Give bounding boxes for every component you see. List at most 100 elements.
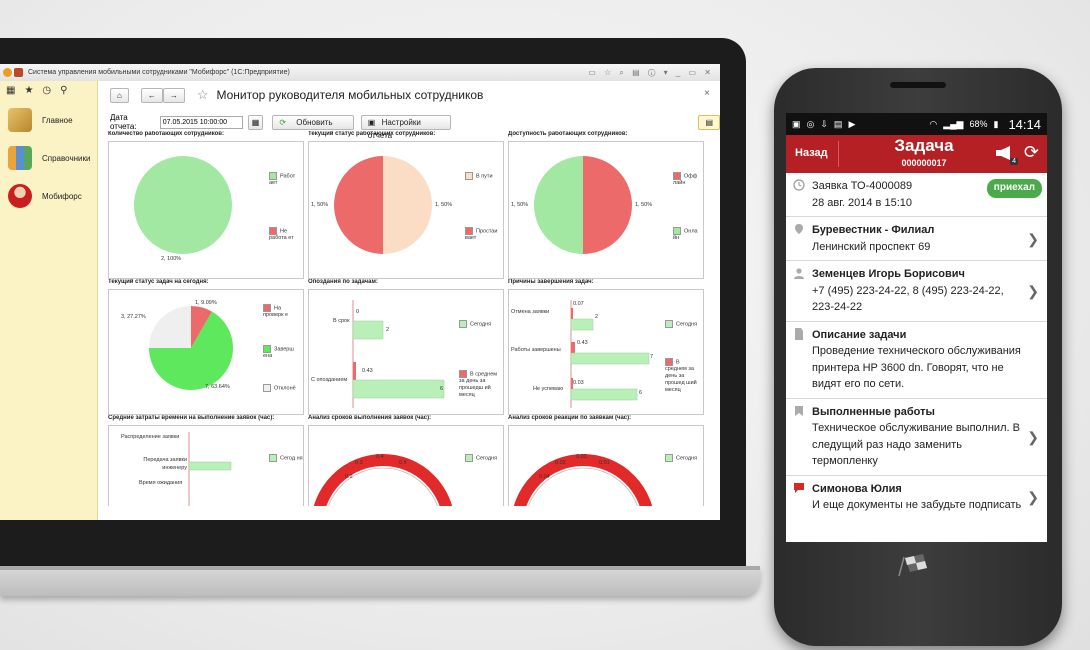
play-icon: ▶ [848, 118, 856, 129]
comment-row[interactable]: Симонова Юлия И еще документы не забудьт… [786, 476, 1047, 519]
pie-slice [583, 156, 632, 254]
pie-slice [134, 156, 232, 254]
gauge-tick: 0.01 [599, 460, 610, 466]
bar [571, 308, 573, 319]
sidebar: ▦ ★ ◷ ⚲ Главное Справочники Мобифорс [0, 81, 98, 520]
contact-row[interactable]: Земенцев Игорь Борисович +7 (495) 223-24… [786, 261, 1047, 322]
pie-label: 1, 50% [435, 202, 453, 208]
status-bar: ▣ ◎ ⇩ ▤ ▶ ◠ ▂▄▆ 68% ▮ 14:14 [786, 113, 1047, 135]
sidebar-item-main[interactable]: Главное [0, 101, 97, 139]
calendar-button[interactable]: ▦ [247, 114, 264, 130]
panel-chart: 0.02 0.03 0.01 0.04 Сегодня [508, 425, 704, 506]
battery-level: 68% [969, 119, 988, 129]
completed-work-row[interactable]: Выполненные работы Техническое обслужива… [786, 399, 1047, 476]
category-label: В срок [333, 318, 350, 324]
pie-chart [334, 156, 432, 254]
panel-employee-count: Количество работающих сотрудников: 2, 10… [108, 131, 304, 279]
panel-chart: 0.3 0.4 0.5 0.2 Сегодня [308, 425, 504, 506]
bar [571, 342, 575, 353]
pie-label: 2, 100% [161, 256, 182, 262]
panel-title: Опоздания по задачам: [308, 279, 378, 285]
panel-title: Анализ сроков выполнения заявок (час): [308, 415, 432, 421]
report-date-input[interactable]: 07.05.2015 10:00:00 [159, 115, 243, 129]
home-button[interactable]: ⌂ [110, 87, 129, 103]
row-value: Техническое обслуживание выполнил. В сле… [812, 422, 1020, 467]
gauge-tick: 0.03 [576, 454, 587, 460]
forward-button[interactable]: → [162, 87, 185, 103]
legend-item: Сегодня [665, 320, 697, 328]
search-icon[interactable]: ⚲ [60, 85, 68, 96]
screen-title: Задача [894, 136, 954, 155]
category-label: Отмена заявки [511, 309, 550, 315]
app-logo-icon [14, 68, 23, 77]
sidebar-toolbar: ▦ ★ ◷ ⚲ [0, 81, 97, 101]
1c-logo-icon [3, 68, 12, 77]
pie-slice [334, 156, 383, 254]
gauge-tick: 0.04 [539, 474, 550, 480]
legend-item: Отклонё [263, 384, 296, 392]
panel-title: Причины завершения задач: [508, 279, 594, 285]
gauge-arc [513, 454, 653, 506]
legend-item: Сегодня [459, 320, 491, 328]
history-icon[interactable]: ◷ [42, 85, 52, 96]
back-button[interactable]: ← [140, 87, 163, 103]
sidebar-item-mobiforce[interactable]: Мобифорс [0, 177, 97, 215]
panel-chart: 0 В срок 2 0.43 С опозданием 6 Сегодня В… [308, 289, 504, 415]
megaphone-icon[interactable] [995, 145, 1013, 161]
settings-icon: ▣ [367, 117, 376, 127]
status-badge: приехал [986, 179, 1042, 198]
favorite-star-icon[interactable]: ☆ [196, 87, 209, 102]
legend-item: Простаи вает [465, 227, 498, 242]
gallery-icon: ▣ [792, 118, 801, 129]
panel-title: Текущий статус работающих сотрудников: [308, 131, 436, 137]
grid-menu-icon[interactable]: ▦ [6, 85, 16, 96]
favorites-icon[interactable]: ★ [24, 85, 34, 96]
back-button[interactable]: Назад [795, 147, 828, 159]
signal-icon: ▂▄▆ [943, 118, 964, 129]
panel-chart: 2, 100% Работ ает Не работа ет [108, 141, 304, 279]
window-titlebar: Система управления мобильными сотрудника… [0, 64, 720, 82]
client-row[interactable]: Буревестник - Филиал Ленинский проспект … [786, 217, 1047, 261]
report-date-label: Дата отчета: [110, 113, 137, 131]
pie-label: 1, 9.09% [195, 300, 217, 306]
pie-chart [534, 156, 632, 254]
close-icon[interactable]: × [704, 88, 710, 99]
flag-checks [905, 556, 927, 570]
books-icon [8, 146, 32, 170]
refresh-icon[interactable]: ⟳ [1023, 142, 1039, 162]
refresh-button[interactable]: ⟳ Обновить [272, 114, 354, 130]
row-title: Описание задачи [812, 328, 907, 341]
row-title: Земенцев Игорь Борисович [812, 268, 965, 280]
report-params: Дата отчета: 07.05.2015 10:00:00 ▦ ⟳ Обн… [98, 113, 720, 140]
legend-item: В среднем за день за прошедш ий месяц [459, 370, 498, 399]
description-row: Описание задачи Проведение технического … [786, 322, 1047, 399]
bar-label: 0.43 [577, 340, 588, 346]
notification-count: 4 [1010, 158, 1018, 165]
export-button[interactable]: ▤ [698, 114, 720, 130]
bar-chart [352, 300, 445, 408]
settings-button[interactable]: ▣ Настройки отчета [360, 114, 452, 140]
legend-item: Онла йн [673, 227, 698, 242]
pie-chart [134, 156, 232, 254]
sidebar-item-catalogs[interactable]: Справочники [0, 139, 97, 177]
window-controls[interactable]: ▭ ☆ ⌕ ▤ ⓘ ▾ _ ▭ ✕ [588, 68, 714, 77]
pie-label: 1, 50% [511, 202, 529, 208]
panel-reaction-time: Анализ сроков реакции по заявкам (час): … [508, 415, 704, 506]
chevron-right-icon: ❯ [1027, 489, 1039, 505]
flag-pole [898, 556, 905, 577]
settings-label: Настройки отчета [367, 117, 421, 140]
bar [353, 362, 356, 380]
row-title: Буревестник - Филиал [812, 224, 935, 236]
gauge-tick: 0.02 [555, 460, 566, 466]
row-value: +7 (495) 223-24-22, 8 (495) 223-24-22, 2… [812, 284, 1004, 314]
bar [570, 352, 650, 365]
pie-slice [191, 305, 212, 348]
gauge-tick: 0.2 [345, 474, 353, 480]
bar-label: 6 [639, 390, 643, 396]
gauge-chart [313, 454, 453, 506]
panel-employee-status: Текущий статус работающих сотрудников: 1… [308, 131, 504, 279]
task-request-row[interactable]: Заявка ТО-4000089 28 авг. 2014 в 15:10 п… [786, 173, 1047, 217]
pie-label: 3, 27.27% [121, 314, 146, 320]
panel-completion-time: Анализ сроков выполнения заявок (час): 0… [308, 415, 504, 506]
chevron-right-icon: ❯ [1027, 282, 1039, 299]
